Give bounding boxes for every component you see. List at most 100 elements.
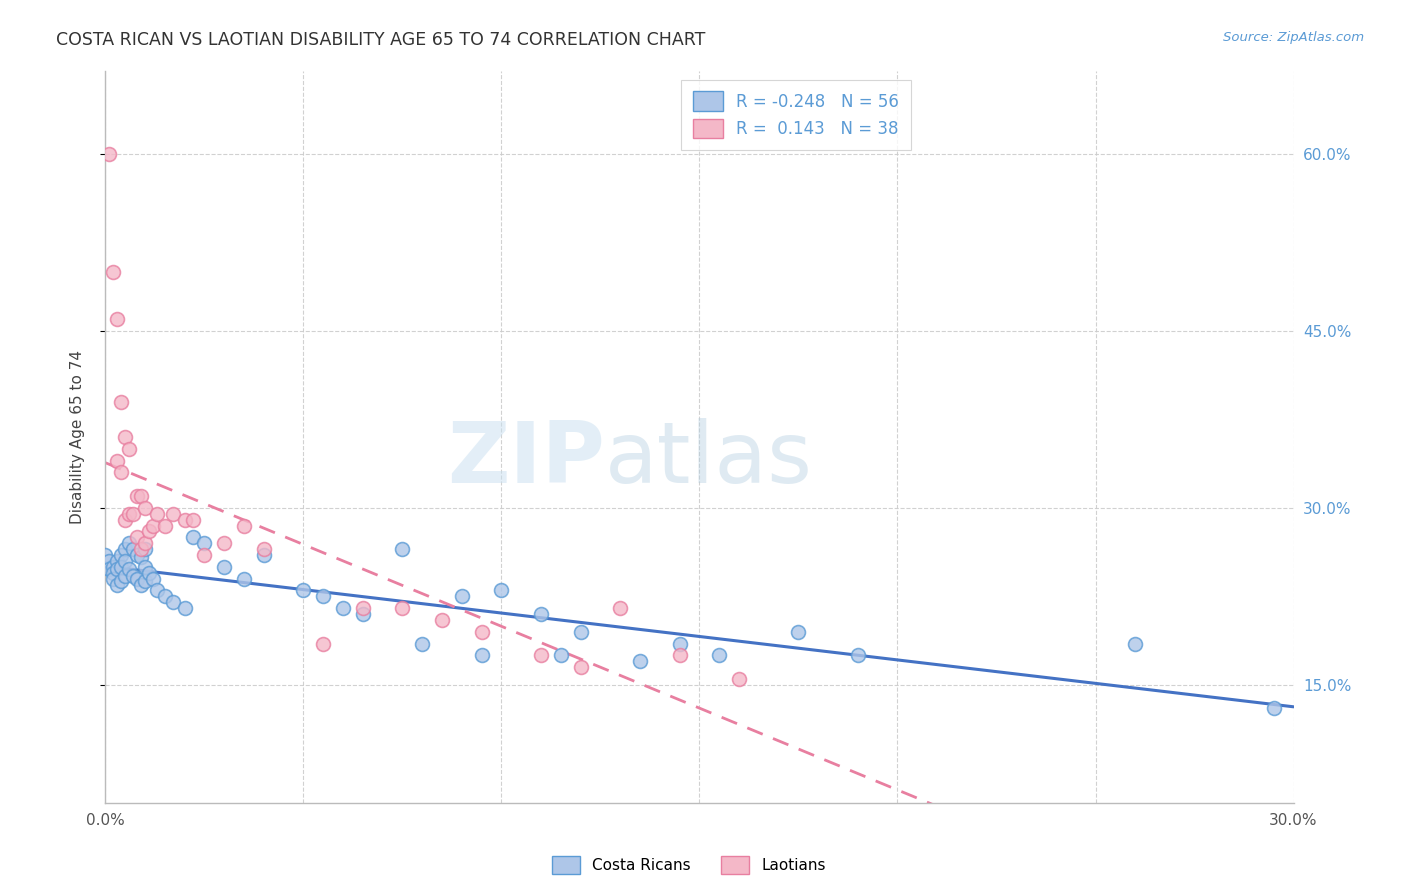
Point bbox=[471, 624, 494, 639]
Point bbox=[134, 500, 156, 515]
Point bbox=[352, 607, 374, 621]
Point bbox=[430, 613, 453, 627]
Point bbox=[114, 554, 136, 568]
Point bbox=[142, 518, 165, 533]
Point bbox=[129, 542, 152, 557]
Point bbox=[103, 572, 125, 586]
Point bbox=[110, 394, 132, 409]
Point bbox=[787, 624, 810, 639]
Point bbox=[173, 601, 195, 615]
Y-axis label: Disability Age 65 to 74: Disability Age 65 to 74 bbox=[70, 350, 84, 524]
Point bbox=[138, 566, 160, 580]
Point bbox=[668, 648, 690, 663]
Point bbox=[105, 453, 128, 467]
Point bbox=[94, 548, 117, 562]
Point bbox=[103, 566, 125, 580]
Point bbox=[173, 513, 195, 527]
Point bbox=[609, 601, 631, 615]
Point bbox=[142, 572, 165, 586]
Point bbox=[134, 559, 156, 574]
Legend: Costa Ricans, Laotians: Costa Ricans, Laotians bbox=[547, 850, 831, 880]
Point bbox=[127, 489, 149, 503]
Point bbox=[122, 569, 145, 583]
Point bbox=[153, 590, 176, 604]
Point bbox=[1263, 701, 1285, 715]
Point bbox=[146, 583, 169, 598]
Point bbox=[105, 577, 128, 591]
Point bbox=[709, 648, 731, 663]
Point bbox=[129, 489, 152, 503]
Point bbox=[411, 636, 433, 650]
Point bbox=[153, 518, 176, 533]
Point bbox=[127, 572, 149, 586]
Point bbox=[134, 536, 156, 550]
Point bbox=[253, 548, 276, 562]
Point bbox=[569, 660, 592, 674]
Point bbox=[110, 548, 132, 562]
Point bbox=[569, 624, 592, 639]
Point bbox=[114, 569, 136, 583]
Point bbox=[846, 648, 869, 663]
Point bbox=[98, 554, 121, 568]
Point bbox=[114, 430, 136, 444]
Point bbox=[162, 595, 184, 609]
Point bbox=[118, 442, 141, 456]
Text: COSTA RICAN VS LAOTIAN DISABILITY AGE 65 TO 74 CORRELATION CHART: COSTA RICAN VS LAOTIAN DISABILITY AGE 65… bbox=[56, 31, 706, 49]
Text: ZIP: ZIP bbox=[447, 417, 605, 500]
Point bbox=[127, 548, 149, 562]
Point bbox=[98, 562, 121, 576]
Text: Source: ZipAtlas.com: Source: ZipAtlas.com bbox=[1223, 31, 1364, 45]
Point bbox=[391, 601, 413, 615]
Point bbox=[138, 524, 160, 539]
Point bbox=[103, 265, 125, 279]
Point bbox=[146, 507, 169, 521]
Text: atlas: atlas bbox=[605, 417, 813, 500]
Point bbox=[450, 590, 472, 604]
Point bbox=[292, 583, 315, 598]
Point bbox=[491, 583, 513, 598]
Point bbox=[118, 562, 141, 576]
Point bbox=[253, 542, 276, 557]
Point bbox=[118, 507, 141, 521]
Point bbox=[98, 147, 121, 161]
Point bbox=[193, 548, 215, 562]
Point bbox=[105, 562, 128, 576]
Point bbox=[728, 672, 751, 686]
Point bbox=[628, 654, 651, 668]
Point bbox=[181, 530, 204, 544]
Point bbox=[122, 507, 145, 521]
Point bbox=[110, 574, 132, 588]
Point bbox=[214, 559, 236, 574]
Point bbox=[530, 607, 553, 621]
Point bbox=[530, 648, 553, 663]
Point bbox=[129, 577, 152, 591]
Point bbox=[550, 648, 572, 663]
Point bbox=[668, 636, 690, 650]
Point bbox=[181, 513, 204, 527]
Point bbox=[105, 312, 128, 326]
Point bbox=[233, 518, 256, 533]
Point bbox=[118, 536, 141, 550]
Point bbox=[114, 513, 136, 527]
Point bbox=[1123, 636, 1146, 650]
Point bbox=[352, 601, 374, 615]
Point bbox=[105, 554, 128, 568]
Point bbox=[122, 542, 145, 557]
Point bbox=[110, 466, 132, 480]
Point bbox=[193, 536, 215, 550]
Point bbox=[134, 542, 156, 557]
Point bbox=[103, 559, 125, 574]
Point bbox=[127, 530, 149, 544]
Point bbox=[134, 574, 156, 588]
Point bbox=[312, 590, 335, 604]
Point bbox=[391, 542, 413, 557]
Point bbox=[129, 550, 152, 565]
Point bbox=[162, 507, 184, 521]
Point bbox=[471, 648, 494, 663]
Point bbox=[332, 601, 354, 615]
Point bbox=[114, 542, 136, 557]
Point bbox=[312, 636, 335, 650]
Point bbox=[233, 572, 256, 586]
Legend: R = -0.248   N = 56, R =  0.143   N = 38: R = -0.248 N = 56, R = 0.143 N = 38 bbox=[682, 79, 911, 150]
Point bbox=[214, 536, 236, 550]
